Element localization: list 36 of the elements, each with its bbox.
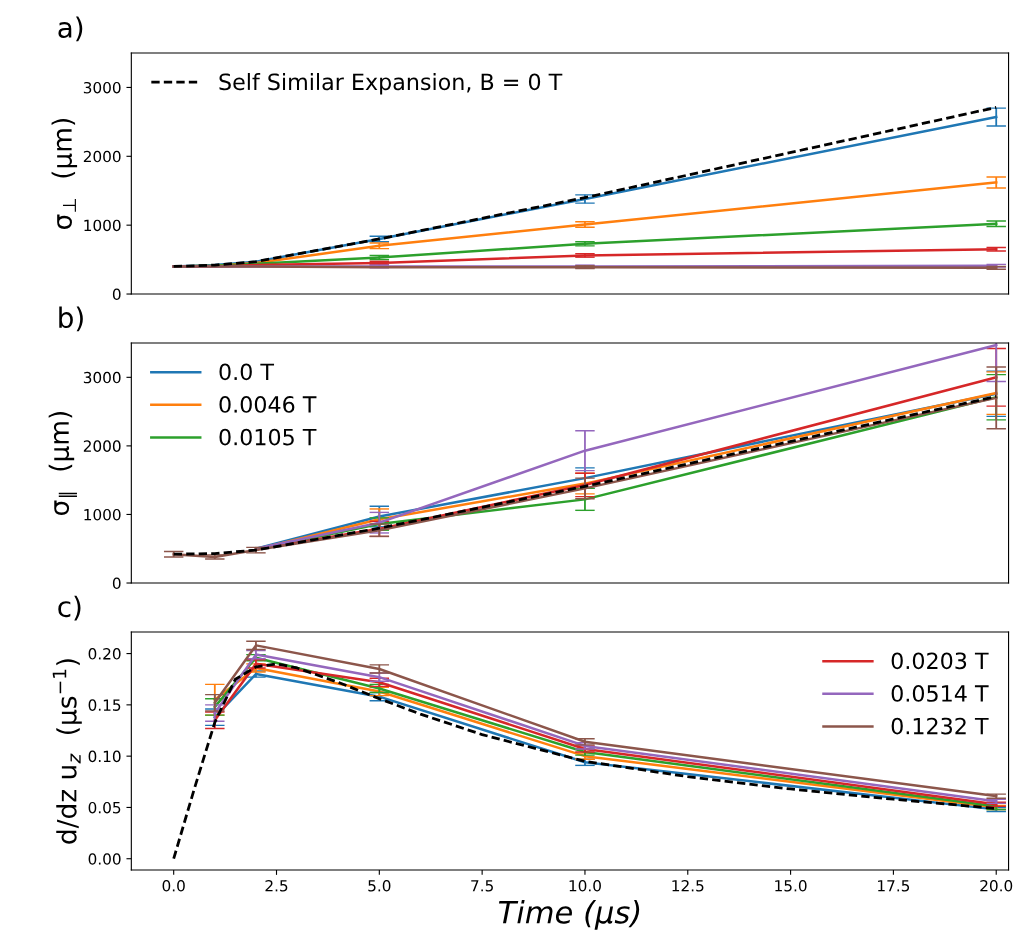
legend-label: 0.0203 T xyxy=(891,652,989,670)
legend-label: 0.0046 T xyxy=(219,396,317,413)
y-axis-title: d/dz u$_{z}$ (μs$^{−1}$) xyxy=(52,659,82,844)
text: σ$_{∥}$ (μm) xyxy=(48,411,77,516)
chart-title: a) xyxy=(58,16,83,42)
legend-label: 0.1232 T xyxy=(891,717,989,735)
chart-title: b) xyxy=(59,306,83,332)
y-tick-label: 0.10 xyxy=(88,750,121,763)
x-tick-label: 12.5 xyxy=(672,880,704,892)
legend-label: 0.0 T xyxy=(219,363,275,381)
y-tick-label: 0.05 xyxy=(88,801,121,814)
x-tick-label: 10.0 xyxy=(569,880,601,892)
x-tick-label: 7.5 xyxy=(471,880,493,892)
legend-label: 0.0514 T xyxy=(891,685,989,702)
y-tick-label: 1000 xyxy=(84,219,121,232)
y-tick-label: 2000 xyxy=(83,150,121,163)
chart-title: c) xyxy=(58,595,81,621)
y-tick-label: 0.00 xyxy=(88,853,121,865)
x-axis-title: Time (μs) xyxy=(498,900,640,930)
y-tick-label: 0 xyxy=(112,288,121,301)
legend-label: 0.0105 T xyxy=(219,428,317,446)
y-tick-label: 0 xyxy=(112,577,121,590)
y-tick-label: 0.15 xyxy=(88,699,121,711)
x-tick-label: 2.5 xyxy=(265,880,288,892)
y-tick-label: 2000 xyxy=(83,440,121,452)
legend-label: Self Similar Expansion, B = 0 T xyxy=(219,73,563,95)
y-tick-label: 0.20 xyxy=(88,648,121,660)
y-axis-title: σ$_{⊥}$ (μm) xyxy=(51,119,78,229)
x-tick-label: 15.0 xyxy=(775,880,807,892)
y-tick-label: 3000 xyxy=(83,81,121,94)
x-tick-label: 0.0 xyxy=(162,880,185,892)
y-tick-label: 1000 xyxy=(84,508,121,521)
x-tick-label: 17.5 xyxy=(878,880,910,892)
y-tick-label: 3000 xyxy=(83,371,121,384)
x-tick-label: 20.0 xyxy=(980,880,1013,892)
x-tick-label: 5.0 xyxy=(368,880,391,892)
